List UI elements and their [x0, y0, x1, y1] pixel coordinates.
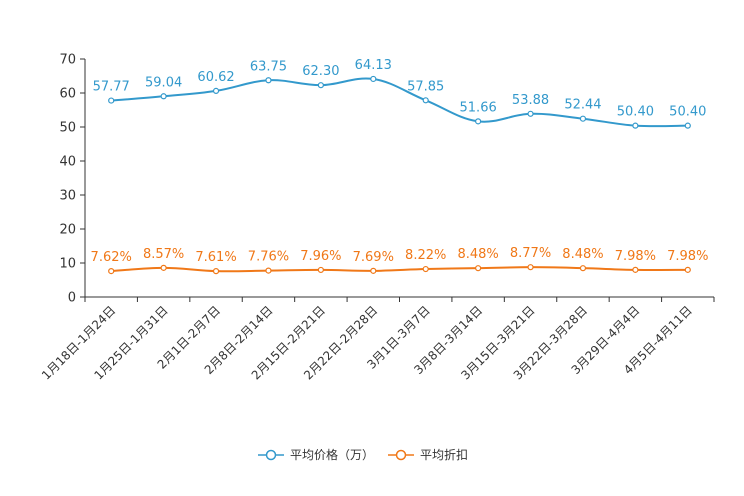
data-label: 8.77% [510, 246, 551, 261]
data-label: 8.48% [562, 247, 603, 262]
legend-price-label: 平均价格（万） [290, 448, 375, 462]
data-label: 57.85 [407, 79, 444, 94]
data-point [527, 264, 534, 271]
data-label: 7.69% [353, 250, 394, 265]
y-tick-label: 50 [59, 121, 76, 136]
data-point [422, 97, 429, 104]
legend-item-discount[interactable]: 平均折扣 [388, 446, 468, 463]
legend-discount-marker-icon [388, 449, 415, 460]
data-point [684, 266, 691, 273]
data-label: 60.62 [197, 70, 234, 85]
data-point [370, 75, 377, 83]
data-label: 50.40 [617, 105, 654, 120]
data-label: 8.57% [143, 247, 184, 262]
data-label: 62.30 [302, 64, 339, 79]
data-label: 7.98% [615, 249, 656, 264]
series-line [111, 266, 688, 273]
data-point [579, 265, 587, 272]
y-tick-label: 70 [59, 53, 76, 68]
data-point [160, 93, 167, 100]
data-label: 59.04 [145, 75, 182, 90]
data-label: 7.61% [195, 250, 236, 265]
data-label: 53.88 [512, 93, 549, 108]
data-point [317, 82, 324, 89]
legend-discount-label: 平均折扣 [420, 448, 469, 462]
series-line [111, 77, 688, 128]
data-label: 57.77 [93, 80, 130, 95]
legend-price-marker-icon [258, 449, 284, 460]
data-point [527, 110, 534, 117]
data-point [212, 87, 220, 94]
data-point [160, 264, 167, 271]
y-tick-label: 0 [68, 291, 76, 306]
chart-legend: 平均价格（万） 平均折扣 [258, 446, 468, 463]
data-point [684, 122, 691, 129]
data-point [108, 97, 115, 104]
data-label: 7.96% [300, 249, 341, 264]
data-point [317, 266, 324, 274]
y-tick-label: 20 [59, 223, 76, 238]
data-point [108, 267, 115, 275]
series-price: 57.77 59.04 60.62 63.75 62.30 64.13 57.85 51.66… [93, 58, 706, 129]
y-tick-label: 30 [59, 189, 76, 204]
data-label: 64.13 [355, 58, 392, 73]
data-label: 52.44 [564, 98, 601, 113]
data-label: 7.62% [91, 250, 132, 265]
data-point [475, 265, 482, 272]
data-label: 8.22% [405, 248, 446, 263]
data-label: 8.48% [457, 247, 498, 262]
data-label: 7.76% [248, 250, 289, 265]
data-label: 7.98% [667, 249, 708, 264]
data-point [579, 115, 587, 122]
data-point [265, 77, 272, 84]
data-point [212, 268, 220, 275]
series-discount: 7.62% 8.57% 7.61% 7.76% 7.96% 7.69% 8.22% 8.48%… [91, 246, 708, 275]
data-point [265, 267, 272, 274]
y-tick-label: 60 [59, 87, 76, 102]
data-point [475, 118, 482, 125]
data-point [632, 266, 639, 273]
y-tick-label: 10 [59, 257, 76, 272]
data-label: 51.66 [460, 100, 497, 115]
data-point [422, 265, 429, 273]
data-point [632, 122, 639, 129]
line-chart: 0102030405060701月18日-1月24日1月25日-1月31日2月1… [39, 53, 715, 383]
data-label: 50.40 [669, 105, 706, 120]
data-point [370, 267, 377, 274]
data-label: 63.75 [250, 59, 287, 74]
y-tick-label: 40 [59, 155, 76, 170]
legend-item-price[interactable]: 平均价格（万） [258, 446, 374, 463]
